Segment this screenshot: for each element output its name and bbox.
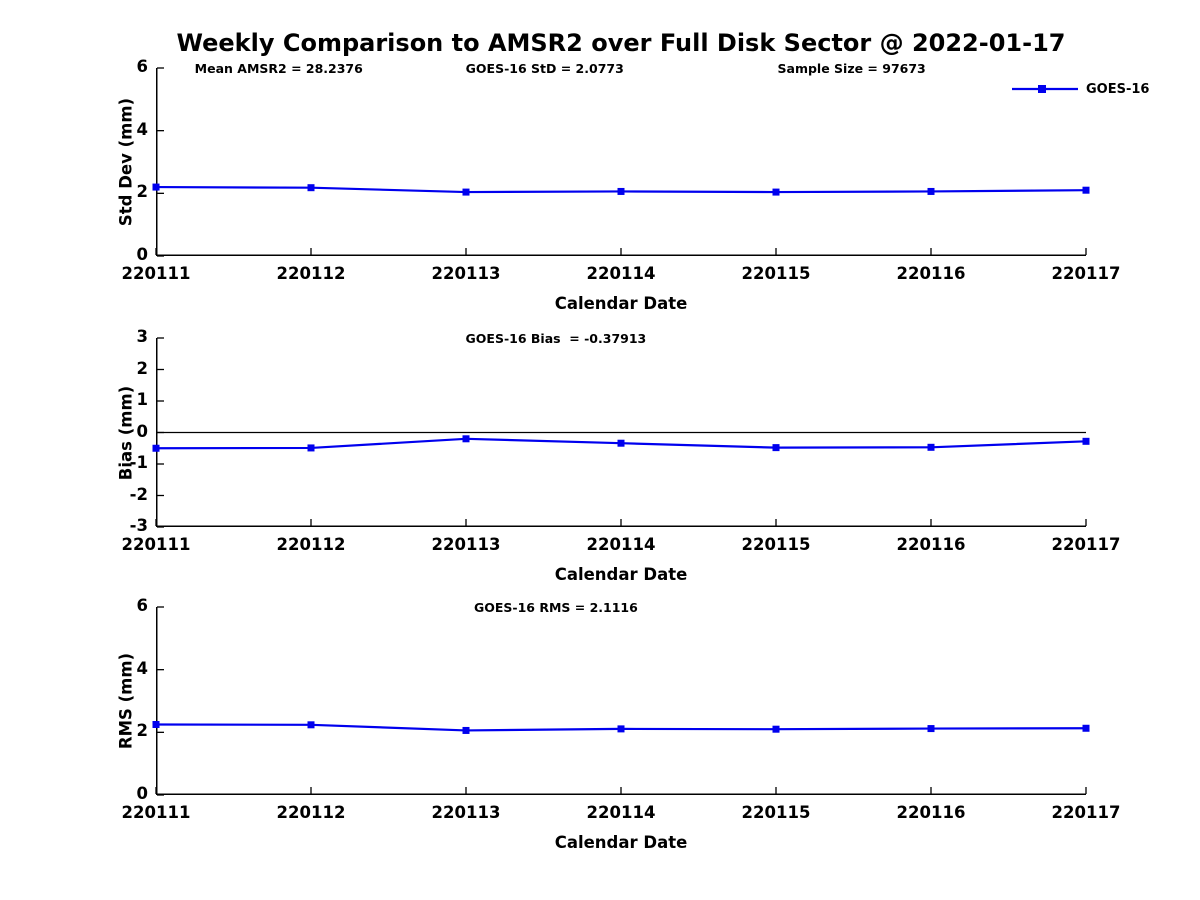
plot-line bbox=[155, 437, 1087, 450]
plot-line bbox=[155, 185, 1087, 194]
legend: GOES-16 bbox=[1012, 81, 1149, 97]
legend-line-marker-icon bbox=[1012, 85, 1078, 93]
x-tick-label: 220114 bbox=[586, 535, 656, 554]
y-tick-label: -2 bbox=[129, 484, 148, 504]
data-point-marker bbox=[307, 444, 315, 452]
x-tick-label: 220114 bbox=[586, 803, 656, 822]
y-axis-label: RMS (mm) bbox=[116, 652, 136, 750]
data-point-marker bbox=[307, 721, 315, 729]
y-tick-label: -3 bbox=[129, 516, 148, 535]
annotation-text: GOES-16 Bias = -0.37913 bbox=[465, 331, 647, 346]
data-point-marker bbox=[1082, 437, 1090, 445]
data-point-marker bbox=[617, 725, 625, 733]
legend-label: GOES-16 bbox=[1086, 81, 1150, 97]
data-point-marker bbox=[1082, 186, 1090, 194]
annotation-text: Sample Size = 97673 bbox=[777, 61, 926, 76]
data-point-marker bbox=[772, 444, 780, 452]
y-tick-label: -1 bbox=[129, 453, 148, 472]
data-point-marker bbox=[462, 188, 470, 196]
data-point-marker bbox=[772, 188, 780, 196]
data-point-marker bbox=[462, 435, 470, 443]
figure-title: Weekly Comparison to AMSR2 over Full Dis… bbox=[176, 29, 1066, 57]
annotation-text: Mean AMSR2 = 28.2376 bbox=[194, 61, 363, 76]
axis-spines bbox=[156, 68, 1086, 256]
x-tick-label: 220113 bbox=[431, 535, 501, 554]
x-tick-label: 220117 bbox=[1051, 535, 1121, 554]
x-tick-label: 220115 bbox=[741, 264, 811, 283]
x-tick-label: 220117 bbox=[1051, 264, 1121, 283]
data-point-marker bbox=[1082, 724, 1090, 732]
x-tick-label: 220112 bbox=[276, 535, 346, 554]
x-tick-label: 220114 bbox=[586, 264, 656, 283]
annotation-text: GOES-16 StD = 2.0773 bbox=[465, 61, 624, 76]
x-axis-label: Calendar Date bbox=[554, 565, 688, 584]
data-point-marker bbox=[617, 439, 625, 447]
data-point-marker bbox=[927, 725, 935, 733]
x-tick-label: 220117 bbox=[1051, 803, 1121, 822]
x-tick-label: 220116 bbox=[896, 803, 966, 822]
x-tick-label: 220111 bbox=[121, 803, 191, 822]
x-axis-label: Calendar Date bbox=[554, 833, 688, 852]
x-tick-label: 220113 bbox=[431, 803, 501, 822]
data-point-marker bbox=[152, 183, 160, 191]
data-point-marker bbox=[617, 187, 625, 195]
y-tick-label: 4 bbox=[136, 119, 148, 139]
data-point-marker bbox=[152, 721, 160, 728]
data-point-marker bbox=[772, 725, 780, 733]
x-tick-label: 220111 bbox=[121, 535, 191, 554]
annotation-text: GOES-16 RMS = 2.1116 bbox=[473, 600, 638, 615]
y-tick-label: 2 bbox=[136, 721, 148, 741]
x-tick-label: 220116 bbox=[896, 535, 966, 554]
y-tick-label: 0 bbox=[136, 784, 148, 803]
plot-area bbox=[152, 67, 1090, 257]
plot-area bbox=[152, 606, 1090, 796]
y-axis-label: Bias (mm) bbox=[116, 385, 136, 480]
x-tick-label: 220112 bbox=[276, 803, 346, 822]
y-tick-label: 0 bbox=[136, 245, 148, 264]
y-tick-label: 1 bbox=[136, 390, 148, 409]
axis-spines bbox=[156, 338, 1086, 527]
y-axis-label: Std Dev (mm) bbox=[116, 97, 136, 227]
data-point-marker bbox=[462, 726, 470, 734]
data-point-marker bbox=[927, 443, 935, 451]
y-tick-label: 6 bbox=[136, 57, 148, 76]
data-point-marker bbox=[307, 184, 315, 192]
y-tick-label: 2 bbox=[136, 358, 148, 378]
axis-spines bbox=[156, 607, 1086, 795]
y-tick-label: 2 bbox=[136, 182, 148, 202]
x-tick-label: 220112 bbox=[276, 264, 346, 283]
y-tick-label: 3 bbox=[136, 327, 148, 346]
y-tick-label: 4 bbox=[136, 658, 148, 678]
x-tick-label: 220116 bbox=[896, 264, 966, 283]
x-tick-label: 220115 bbox=[741, 535, 811, 554]
y-tick-label: 6 bbox=[136, 596, 148, 615]
x-axis-label: Calendar Date bbox=[554, 294, 688, 313]
plot-area bbox=[152, 337, 1090, 528]
plot-line bbox=[155, 723, 1087, 732]
x-tick-label: 220113 bbox=[431, 264, 501, 283]
data-point-marker bbox=[927, 187, 935, 195]
x-tick-label: 220111 bbox=[121, 264, 191, 283]
data-point-marker bbox=[152, 444, 160, 452]
y-tick-label: 0 bbox=[136, 421, 148, 441]
x-tick-label: 220115 bbox=[741, 803, 811, 822]
